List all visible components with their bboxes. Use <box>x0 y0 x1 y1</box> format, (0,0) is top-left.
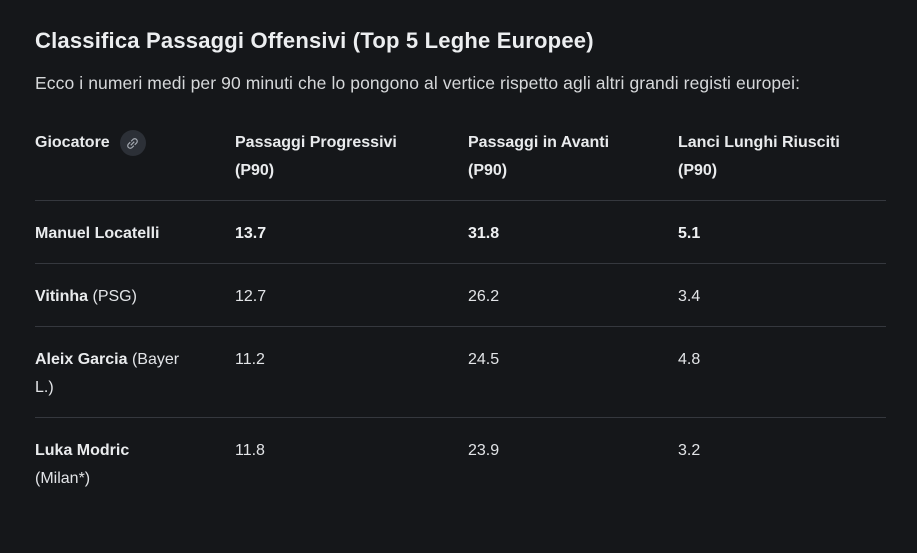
link-icon[interactable] <box>119 130 146 156</box>
value-cell: 5.1 <box>678 200 886 264</box>
value-cell: 3.2 <box>678 442 701 459</box>
player-cell: Manuel Locatelli <box>35 200 235 264</box>
player-name: Luka Modric <box>35 442 130 459</box>
column-header-passaggi-progressivi: Passaggi Progressivi (P90) <box>235 118 468 201</box>
table-row: Aleix Garcia (Bayer L.) 11.2 24.5 4.8 <box>35 326 886 418</box>
player-cell: Aleix Garcia (Bayer L.) <box>35 326 235 418</box>
page-subtitle: Ecco i numeri medi per 90 minuti che lo … <box>35 73 801 93</box>
column-header-label: Giocatore <box>35 134 110 151</box>
player-name: Aleix Garcia <box>35 351 128 368</box>
column-header-unit: (P90) <box>235 162 275 179</box>
player-team: (PSG) <box>92 288 137 305</box>
value-cell: 3.4 <box>678 263 886 327</box>
column-header-label: Passaggi in Avanti <box>468 134 610 151</box>
column-header-label: Passaggi Progressivi <box>235 134 397 151</box>
value-cell: 11.8 <box>235 442 265 459</box>
value-cell: 23.9 <box>468 442 500 459</box>
column-header-label: Lanci Lunghi Riusciti <box>678 134 840 151</box>
table-row: Manuel Locatelli 13.7 31.8 5.1 <box>35 200 886 264</box>
table-row: Vitinha (PSG) 12.7 26.2 3.4 <box>35 263 886 327</box>
table-header-row: Giocatore Passaggi Progressivi (P90) Pas… <box>35 118 886 201</box>
player-team: (Milan*) <box>35 470 91 487</box>
column-header-unit: (P90) <box>678 162 718 179</box>
player-team: (Bayer L.) <box>35 351 180 396</box>
value-cell: 24.5 <box>468 326 678 418</box>
player-cell: Luka Modric (Milan*) <box>35 418 235 509</box>
column-header-passaggi-in-avanti: Passaggi in Avanti (P90) <box>468 118 678 201</box>
page-title: Classifica Passaggi Offensivi (Top 5 Leg… <box>35 28 594 53</box>
player-name: Vitinha <box>35 288 89 305</box>
value-cell: 4.8 <box>678 326 886 418</box>
player-cell: Vitinha (PSG) <box>35 263 235 327</box>
content-area: Classifica Passaggi Offensivi (Top 5 Leg… <box>0 26 917 508</box>
stats-table: Giocatore Passaggi Progressivi (P90) Pas… <box>35 118 886 508</box>
column-header-unit: (P90) <box>468 162 508 179</box>
value-cell: 13.7 <box>235 200 468 264</box>
value-cell: 12.7 <box>235 263 468 327</box>
table-row: Luka Modric (Milan*) 11.8 23.9 3.2 <box>35 418 886 509</box>
value-cell: 11.2 <box>235 326 468 418</box>
player-name: Manuel Locatelli <box>35 225 160 242</box>
column-header-giocatore: Giocatore <box>35 118 235 201</box>
column-header-lanci-lunghi: Lanci Lunghi Riusciti (P90) <box>678 118 886 201</box>
value-cell: 26.2 <box>468 263 678 327</box>
value-cell: 31.8 <box>468 200 678 264</box>
